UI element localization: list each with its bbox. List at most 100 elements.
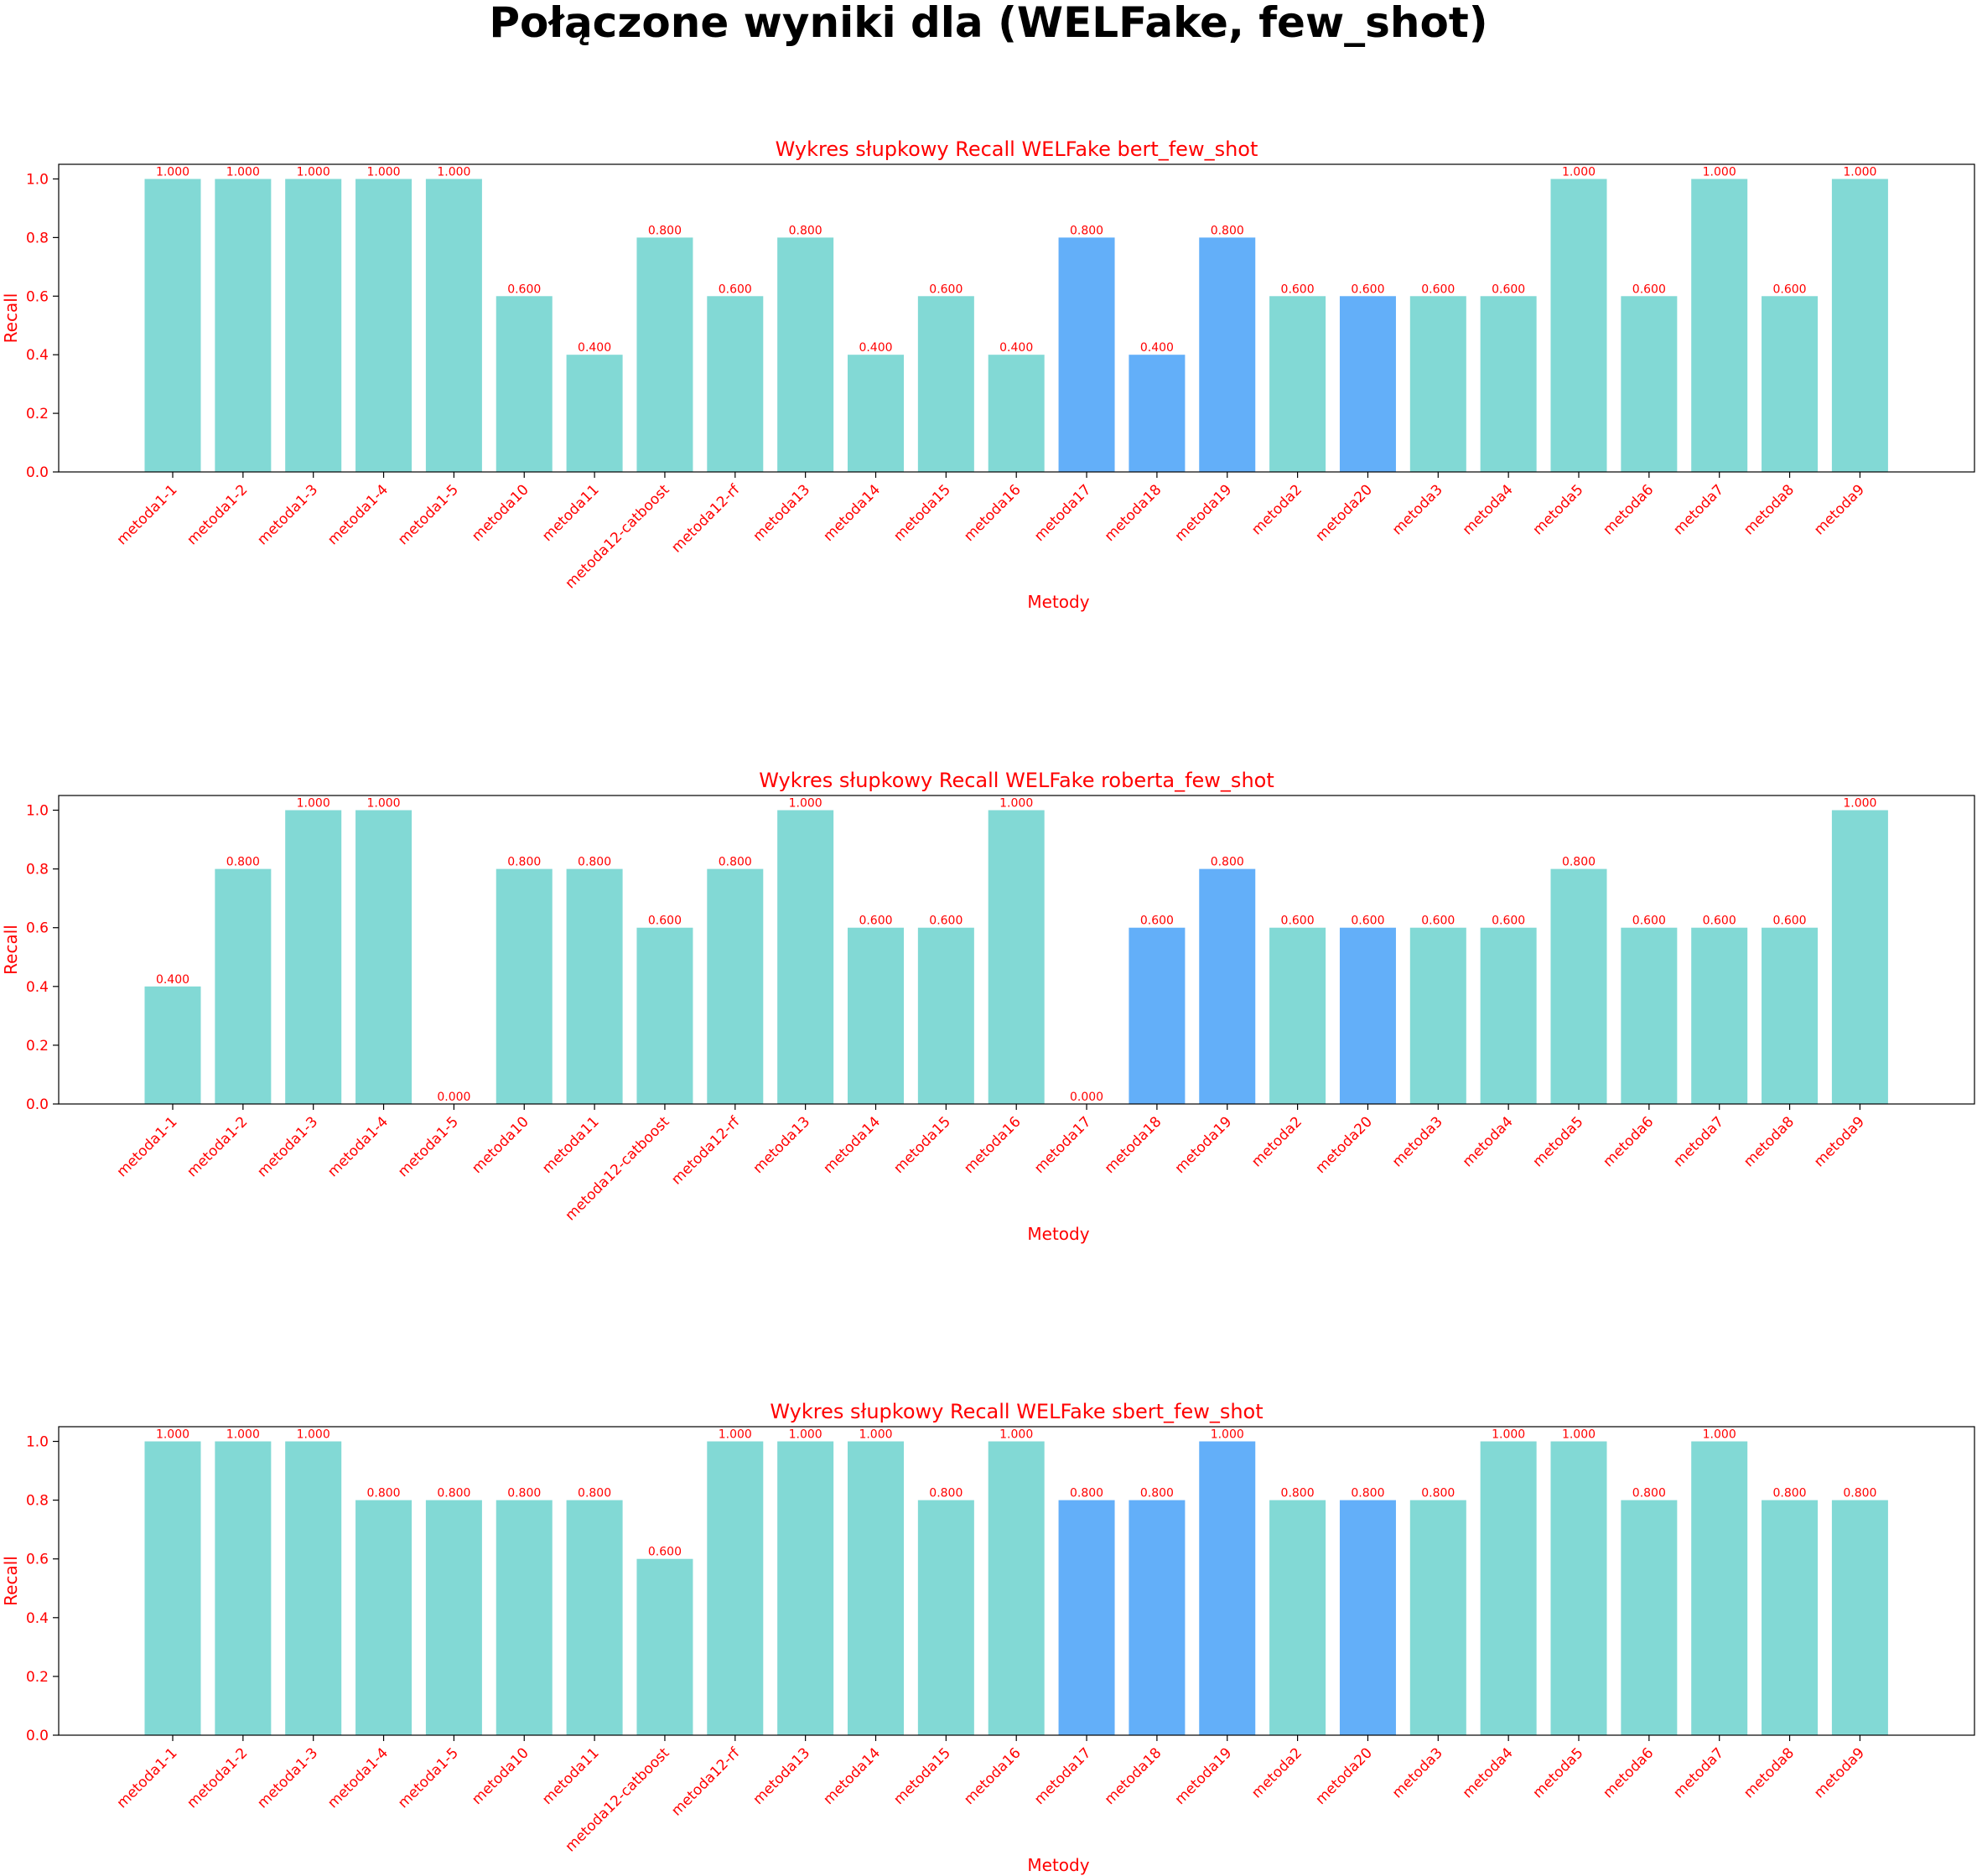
x-tick-label: metoda12-rf <box>668 1113 744 1189</box>
bar-metoda16 <box>988 1441 1045 1735</box>
x-tick-label: metoda1-1 <box>114 1113 181 1180</box>
bar-metoda2 <box>1269 1500 1326 1735</box>
y-tick-label: 1.0 <box>26 1434 49 1451</box>
bar-metoda13 <box>777 810 834 1104</box>
value-label: 0.800 <box>1773 1487 1807 1500</box>
value-label: 1.000 <box>1562 1428 1596 1442</box>
bar-metoda1-2 <box>215 1441 272 1735</box>
value-label: 0.600 <box>648 915 682 928</box>
bar-metoda6 <box>1621 927 1678 1104</box>
value-label: 0.000 <box>437 1091 470 1104</box>
value-label: 0.600 <box>1773 282 1807 296</box>
value-label: 0.600 <box>1773 915 1807 928</box>
bar-metoda19 <box>1199 1441 1256 1735</box>
x-tick-label: metoda4 <box>1460 1113 1517 1170</box>
value-label: 1.000 <box>1562 165 1596 179</box>
y-axis-label: Recall <box>1 1556 21 1606</box>
bar-metoda1-2 <box>215 868 272 1104</box>
value-label: 0.800 <box>1211 224 1244 237</box>
x-tick-label: metoda10 <box>469 1113 532 1177</box>
value-label: 0.800 <box>1351 1487 1384 1500</box>
bar-metoda1-4 <box>355 1500 413 1735</box>
x-tick-label: metoda1-3 <box>254 1113 321 1180</box>
value-label: 0.600 <box>1492 282 1525 296</box>
x-tick-label: metoda18 <box>1102 481 1165 545</box>
bar-metoda7 <box>1691 927 1748 1104</box>
value-label: 0.800 <box>507 856 541 869</box>
bar-metoda9 <box>1831 179 1888 472</box>
value-label: 0.600 <box>1492 915 1525 928</box>
chart-title: Wykres słupkowy Recall WELFake sbert_few… <box>770 1400 1263 1423</box>
bar-metoda5 <box>1550 1441 1607 1735</box>
x-tick-label: metoda12-rf <box>668 481 744 557</box>
y-axis-label: Recall <box>1 925 21 975</box>
value-label: 1.000 <box>297 165 330 179</box>
value-label: 0.400 <box>999 341 1033 355</box>
y-tick-label: 0.8 <box>26 1493 49 1510</box>
bar-metoda3 <box>1409 927 1466 1104</box>
x-tick-label: metoda6 <box>1600 1113 1657 1170</box>
x-tick-label: metoda11 <box>539 1113 603 1177</box>
x-tick-label: metoda8 <box>1741 481 1798 538</box>
x-tick-label: metoda1-3 <box>254 481 321 548</box>
bar-metoda1-3 <box>285 810 342 1104</box>
axes-frame <box>58 1426 1975 1736</box>
y-tick-label: 0.0 <box>26 1096 49 1113</box>
x-tick-label: metoda17 <box>1031 1744 1095 1808</box>
chart-title: Wykres słupkowy Recall WELFake bert_few_… <box>776 137 1258 161</box>
x-tick-label: metoda15 <box>890 481 954 545</box>
bar-metoda1-2 <box>215 179 272 472</box>
x-tick-label: metoda11 <box>539 1744 603 1808</box>
bar-metoda13 <box>777 237 834 472</box>
bar-metoda6 <box>1621 296 1678 472</box>
value-label: 0.600 <box>1281 282 1315 296</box>
bar-metoda14 <box>848 355 904 472</box>
value-label: 1.000 <box>156 1428 189 1442</box>
x-tick-label: metoda20 <box>1312 481 1376 545</box>
value-label: 0.000 <box>1070 1091 1103 1104</box>
bar-metoda20 <box>1339 927 1396 1104</box>
value-label: 1.000 <box>999 797 1033 811</box>
value-label: 0.400 <box>578 341 611 355</box>
value-label: 0.600 <box>1351 915 1384 928</box>
y-tick-label: 0.8 <box>26 230 49 246</box>
x-tick-label: metoda20 <box>1312 1113 1376 1177</box>
bar-metoda16 <box>988 355 1045 472</box>
bar-metoda8 <box>1762 927 1819 1104</box>
y-axis-label: Recall <box>1 293 21 344</box>
x-tick-label: metoda9 <box>1811 1113 1868 1170</box>
x-tick-label: metoda11 <box>539 481 603 545</box>
y-tick-label: 0.4 <box>26 1610 49 1627</box>
value-label: 0.800 <box>1070 224 1103 237</box>
value-label: 0.800 <box>1562 856 1596 869</box>
bar-metoda4 <box>1480 927 1537 1104</box>
y-tick-label: 0.8 <box>26 862 49 878</box>
bar-metoda20 <box>1339 296 1396 472</box>
x-tick-label: metoda7 <box>1670 1744 1727 1801</box>
bar-metoda18 <box>1129 1500 1186 1735</box>
bar-metoda5 <box>1550 868 1607 1104</box>
x-tick-label: metoda14 <box>820 481 884 545</box>
x-tick-label: metoda8 <box>1741 1113 1798 1170</box>
x-tick-label: metoda2 <box>1248 481 1305 538</box>
value-label: 1.000 <box>1492 1428 1525 1442</box>
x-axis-label: Metody <box>1027 1855 1089 1875</box>
value-label: 0.600 <box>1140 915 1174 928</box>
x-tick-label: metoda16 <box>961 481 1025 545</box>
y-tick-label: 0.6 <box>26 1552 49 1568</box>
value-label: 0.800 <box>929 1487 963 1500</box>
value-label: 0.600 <box>929 282 963 296</box>
bar-metoda12-catboost <box>636 1558 693 1735</box>
value-label: 1.000 <box>1703 1428 1736 1442</box>
bar-metoda12-catboost <box>636 927 693 1104</box>
x-tick-label: metoda10 <box>469 1744 532 1808</box>
y-tick-label: 1.0 <box>26 803 49 820</box>
x-tick-label: metoda13 <box>750 481 814 545</box>
value-label: 1.000 <box>1703 165 1736 179</box>
bar-metoda9 <box>1831 810 1888 1104</box>
value-label: 0.800 <box>1211 856 1244 869</box>
bar-metoda9 <box>1831 1500 1888 1735</box>
x-tick-label: metoda1-3 <box>254 1744 321 1811</box>
value-label: 0.800 <box>507 1487 541 1500</box>
value-label: 0.800 <box>578 856 611 869</box>
